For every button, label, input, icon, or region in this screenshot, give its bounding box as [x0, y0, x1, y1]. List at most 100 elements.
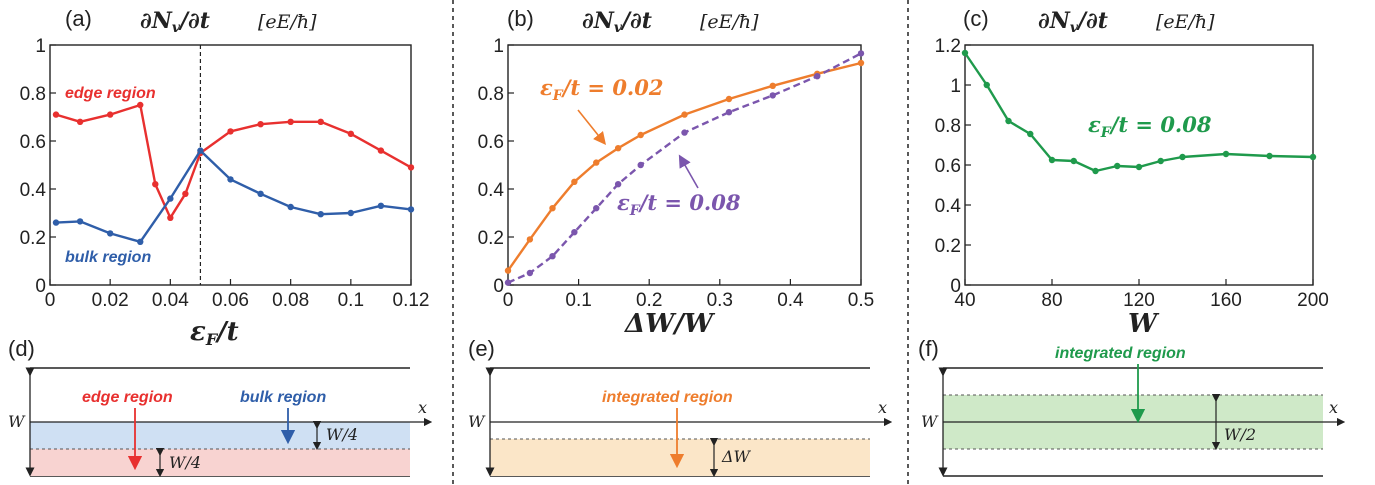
purple-series-annotation: εF/t = 0.08	[617, 190, 741, 219]
series-line	[507, 61, 862, 272]
panel-f-label: (f)	[918, 336, 939, 361]
data-point	[227, 176, 234, 183]
data-point	[1070, 157, 1077, 165]
x-tick-label: 0.5	[848, 290, 874, 311]
panel-a-label: (a)	[65, 6, 92, 31]
data-point	[769, 82, 776, 90]
purple-annotation-arrow	[678, 154, 699, 189]
data-point	[571, 178, 578, 185]
data-point	[681, 129, 688, 136]
data-point	[1135, 163, 1143, 171]
data-point	[593, 159, 600, 166]
x-tick-label: 120	[1123, 290, 1155, 311]
data-point	[167, 195, 174, 202]
data-point	[76, 118, 84, 126]
y-tick-label: 0.6	[935, 156, 961, 177]
bulk-region-label: bulk region	[240, 389, 326, 406]
x-tick-label: 160	[1210, 290, 1242, 311]
panel-b-axes: 0 0.1 0.2 0.3 0.4 0.5 0 0.2 0.4 0.6 0.8 1	[478, 36, 875, 311]
x-tick-label: 200	[1297, 290, 1329, 311]
data-point	[769, 92, 776, 99]
data-point	[182, 190, 189, 197]
data-point	[1179, 153, 1186, 161]
panel-c: (c) ∂Nv/∂t [eE/ħ] 40 80 120 160 200 0 0.2 0.4 0.…	[935, 6, 1329, 339]
x-axis-label: x	[1329, 398, 1338, 417]
x-tick-label: 0.08	[272, 290, 309, 311]
data-point	[1222, 150, 1230, 158]
series-line	[55, 103, 412, 220]
panel-b-frame	[507, 44, 862, 286]
lower-quarter-label: W/4	[169, 453, 201, 472]
x-tick-label: 0.06	[212, 290, 249, 311]
y-tick-label: 0.2	[478, 228, 504, 249]
data-point	[681, 111, 688, 118]
data-point	[137, 101, 144, 109]
x-tick-label: 40	[954, 290, 975, 311]
data-point	[526, 269, 534, 277]
y-tick-label: 0.6	[478, 132, 504, 153]
y-tick-label: 0	[35, 276, 46, 297]
data-point	[407, 206, 415, 213]
data-point	[814, 73, 821, 80]
data-point	[227, 128, 234, 135]
y-tick-label: 1	[35, 36, 46, 57]
series-line	[964, 52, 1314, 173]
half-width-label: W/2	[1224, 425, 1256, 444]
data-point	[549, 205, 556, 212]
data-point	[637, 161, 644, 169]
data-point	[287, 203, 294, 211]
x-tick-label: 80	[1041, 290, 1062, 311]
data-point	[137, 238, 144, 245]
edge-region-annotation: edge region	[65, 85, 156, 102]
panel-a-title: ∂Nv/∂t [eE/ħ]	[140, 8, 317, 36]
svg-text:∂Nv/∂t: ∂Nv/∂t	[1038, 8, 1108, 36]
data-point	[1027, 130, 1034, 138]
panel-b-unit: [eE/ħ]	[700, 11, 759, 33]
data-point	[593, 205, 600, 212]
panel-c-label: (c)	[963, 6, 989, 31]
data-point	[504, 267, 512, 274]
bulk-region-annotation: bulk region	[65, 249, 151, 266]
data-point	[857, 59, 865, 67]
integrated-region-band	[490, 439, 870, 476]
x-tick-label: 0.3	[707, 290, 733, 311]
y-tick-label: 1	[493, 36, 504, 57]
panel-a-plot	[52, 45, 415, 285]
data-point	[106, 111, 114, 118]
data-point	[347, 130, 355, 137]
green-series-annotation: εF/t = 0.08	[1088, 112, 1212, 141]
x-tick-label: 0.2	[636, 290, 662, 311]
y-tick-label: 0.8	[478, 84, 504, 105]
data-point	[76, 218, 84, 225]
data-point	[52, 219, 60, 226]
y-tick-label: 0.8	[935, 116, 961, 137]
x-tick-label: 0.04	[152, 290, 189, 311]
data-point	[526, 236, 534, 243]
panel-a-axes: 0 0.02 0.04 0.06 0.08 0.1 0.12 0 0.2 0.4 0.6 0.8 1	[20, 36, 430, 311]
panel-d-label: (d)	[8, 336, 35, 361]
y-tick-label: 0.8	[20, 84, 46, 105]
panel-a-xlabel: εF/t	[190, 317, 239, 349]
data-point	[614, 145, 622, 152]
panel-c-xlabel: W	[1128, 309, 1160, 339]
data-point	[725, 109, 733, 116]
x-tick-label: 0.02	[92, 290, 129, 311]
panel-d: (d) x W edge region bulk region W/4 W/4	[8, 336, 433, 478]
y-tick-label: 0.4	[20, 180, 47, 201]
x-tick-label: 0	[503, 290, 514, 311]
orange-series-annotation: εF/t = 0.02	[540, 75, 663, 104]
upper-quarter-label: W/4	[326, 425, 358, 444]
series-line	[55, 149, 412, 244]
x-tick-label: 0.12	[393, 290, 430, 311]
panel-c-unit: [eE/ħ]	[1156, 11, 1215, 33]
x-tick-label: 0.4	[777, 290, 804, 311]
panel-f: (f) x W integrated region W/2	[918, 336, 1346, 477]
integrated-region-label: integrated region	[602, 389, 733, 406]
integrated-region-label: integrated region	[1055, 345, 1186, 362]
y-tick-label: 1.2	[935, 36, 961, 57]
panel-b-xlabel: ΔW/W	[623, 309, 716, 339]
data-point	[504, 279, 512, 286]
x-axis-label: x	[418, 398, 427, 417]
x-axis-label: x	[878, 398, 887, 417]
